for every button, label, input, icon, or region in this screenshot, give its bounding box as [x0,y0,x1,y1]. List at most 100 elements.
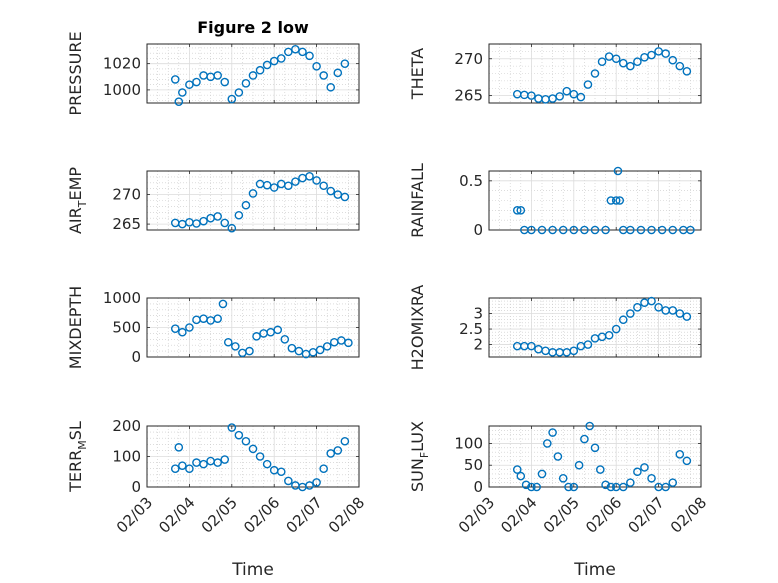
data-point [675,61,685,71]
data-point [590,443,600,453]
data-point [319,71,328,80]
data-point [241,79,251,88]
data-point [555,92,564,101]
data-point [269,56,279,66]
data-point [548,428,557,437]
data-point [241,436,251,446]
data-point [512,465,522,474]
data-point [647,473,656,483]
data-point [633,467,642,477]
chart-title: Figure 2 low [197,18,309,37]
data-point [185,323,194,332]
data-point [661,482,670,492]
data-point [569,225,579,235]
data-point [537,225,547,235]
data-point [340,59,350,68]
data-point [633,57,642,67]
data-point [305,481,314,490]
y-axis-label: SUNFLUX [408,421,431,492]
x-tick-label: 02/06 [582,493,625,536]
data-point [618,482,628,492]
y-tick-label: 50 [464,456,483,474]
data-point [340,192,350,202]
data-point [174,443,184,452]
data-point [576,92,586,102]
data-point [585,421,595,431]
data-point [527,91,536,100]
data-point [298,47,307,57]
data-point [564,482,573,492]
data-point [675,450,685,459]
data-point [269,183,279,192]
data-point [537,469,547,479]
y-tick-label: 200 [112,417,141,435]
data-point [558,225,568,235]
y-axis-label: PRESSURE [66,31,85,115]
data-point [178,88,187,97]
data-point [319,464,328,474]
data-point [273,325,283,335]
data-point [276,467,286,477]
x-axis-label: Time [573,560,616,580]
data-point [312,478,321,487]
data-point [248,444,258,454]
data-point [668,55,678,65]
data-point [276,54,286,63]
data-point [601,225,610,235]
data-point [284,476,293,486]
data-point [185,464,194,474]
axes-frame [488,43,702,104]
data-point [604,330,614,340]
y-tick-label: 2.5 [459,320,483,338]
data-point [516,206,526,215]
data-point [284,47,293,57]
data-point [618,315,628,325]
data-point [248,71,258,80]
data-point [170,75,180,84]
data-point [668,306,678,315]
data-point [682,312,692,321]
data-point [312,176,321,185]
subplot-terr-msl: 0 100 200 02/03 02/04 02/05 02/06 02/07 02/08 TER… [66,417,368,580]
data-point [569,482,579,492]
data-point [611,54,621,64]
y-tick-label: 1000 [103,289,141,307]
data-point [255,452,265,461]
data-point [583,80,593,89]
data-point [613,166,623,176]
x-tick-label: 02/03 [113,493,156,536]
subplot-pressure: 1000 1020 PRESSURE Figure 2 low [66,18,360,116]
data-point [199,216,208,226]
data-point [220,455,230,464]
data-point [333,446,343,455]
data-point [590,225,600,235]
data-point [618,58,628,68]
y-tick-label: 100 [112,448,141,466]
data-point [280,334,290,344]
data-point [170,464,180,474]
data-point [178,461,187,470]
data-point [315,345,325,355]
data-point [234,88,244,97]
data-point [248,189,258,198]
y-tick-label: 1020 [103,55,141,73]
x-tick-label: 02/07 [624,493,667,536]
subplot-rainfall: 0 0.5 RAINFALL [408,163,702,239]
y-tick-label: 265 [454,87,483,105]
x-tick-label: 02/06 [240,493,283,536]
data-point [294,346,304,356]
data-point [241,200,251,210]
data-point [611,324,621,334]
data-point [326,186,336,196]
data-point [234,430,244,440]
data-point [312,61,321,71]
data-point [640,463,649,472]
data-point [626,478,635,487]
y-tick-label: 0.5 [459,172,483,190]
y-tick-label: 500 [112,319,141,337]
x-tick-label: 02/04 [497,493,540,536]
y-axis-label: THETA [408,48,427,100]
y-tick-label: 1000 [103,81,141,99]
data-point [654,303,663,312]
